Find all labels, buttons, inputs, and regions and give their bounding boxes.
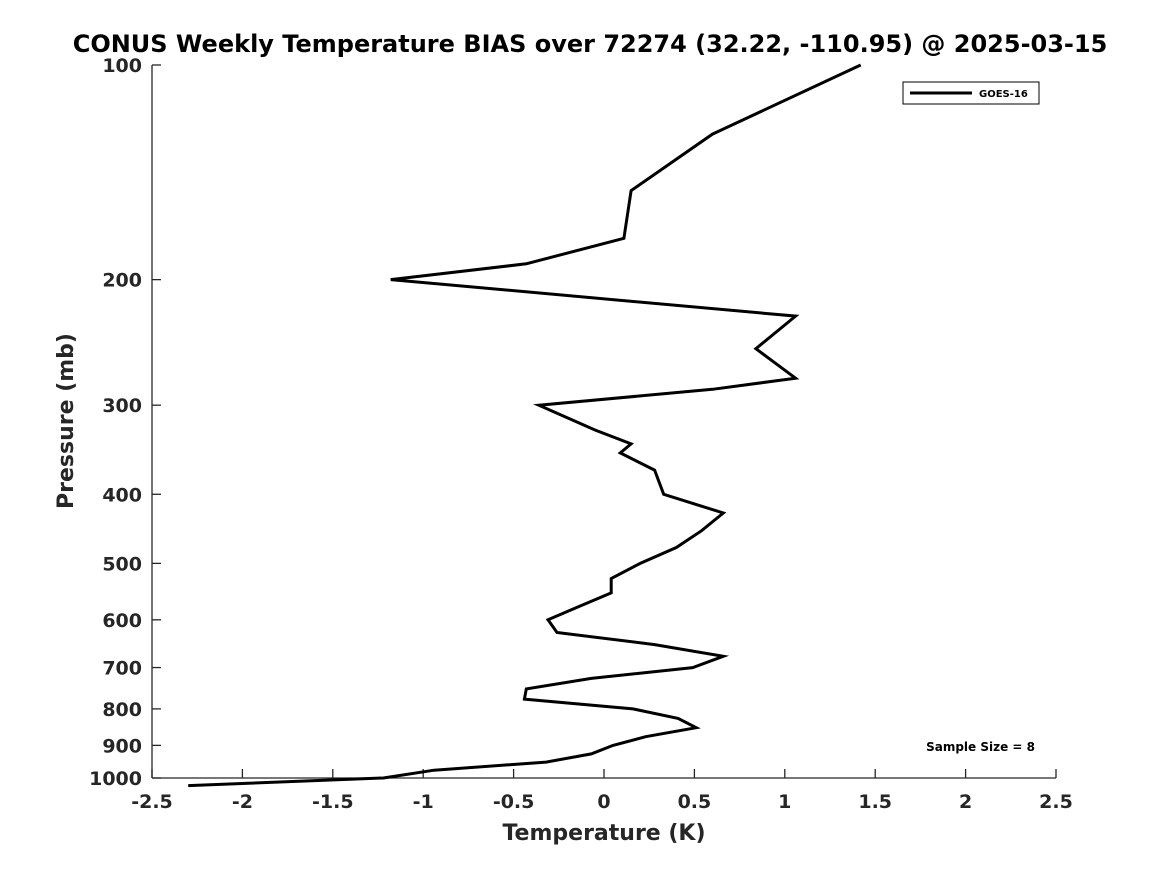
x-tick-label: 0.5 [678,791,712,813]
y-tick-label: 200 [102,270,142,292]
x-tick-label: 1.5 [858,791,892,813]
x-tick-label: 2.5 [1039,791,1073,813]
x-tick-label: 1 [778,791,791,813]
x-tick-label: -2.5 [131,791,173,813]
y-tick-label: 600 [102,610,142,632]
series-line-goes-16 [188,63,862,788]
x-tick-label: -0.5 [493,791,535,813]
plot-frame [151,65,1056,779]
x-axis-label: Temperature (K) [502,821,705,846]
x-tick-label: 0 [597,791,610,813]
x-ticks: -2.5 -2 -1.5 -1 -0.5 0 0.5 1 1.5 2 2.5 [131,769,1073,813]
y-tick-label: 500 [102,553,142,575]
y-tick-label: 800 [102,699,142,721]
x-tick-label: 2 [959,791,972,813]
x-tick-label: -2 [232,791,253,813]
series-layer [188,63,862,788]
y-tick-label: 1000 [89,768,142,790]
x-tick-label: -1.5 [312,791,354,813]
y-tick-label: 900 [102,735,142,757]
y-tick-label: 100 [102,55,142,77]
legend-label: GOES-16 [979,89,1028,100]
sample-size-annotation: Sample Size = 8 [926,740,1035,754]
legend: GOES-16 [902,81,1040,105]
y-tick-label: 400 [102,484,142,506]
y-axis-label: Pressure (mb) [54,333,79,509]
y-tick-label: 700 [102,658,142,680]
y-ticks: 100 200 300 400 500 600 700 800 900 1000 [89,55,161,790]
y-tick-label: 300 [102,395,142,417]
x-tick-label: -1 [413,791,434,813]
chart-title: CONUS Weekly Temperature BIAS over 72274… [73,30,1108,58]
